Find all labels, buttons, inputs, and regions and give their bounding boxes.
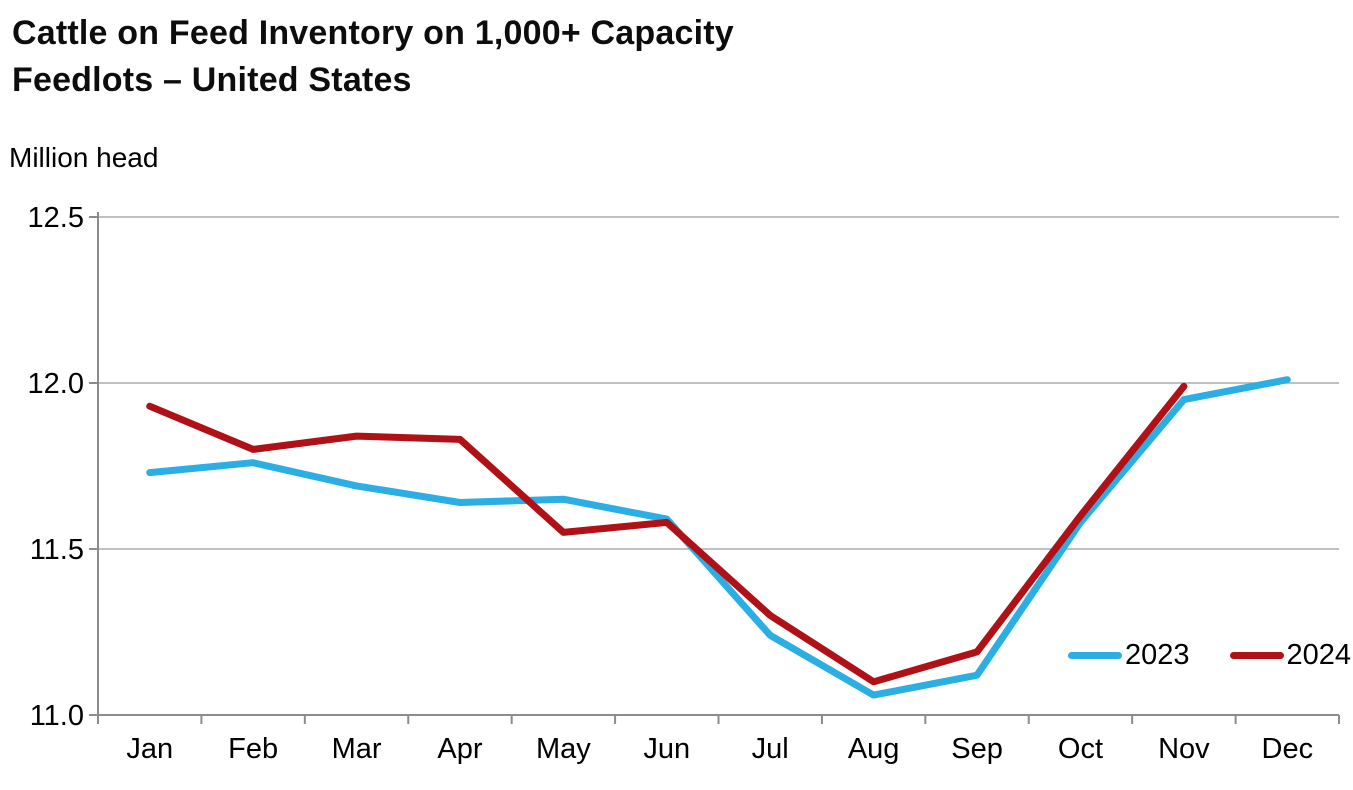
chart-title-line-1: Cattle on Feed Inventory on 1,000+ Capac… [12, 14, 734, 52]
x-tick-label: May [536, 733, 591, 765]
x-tick-label: Oct [1058, 733, 1103, 765]
x-tick-label: Jul [752, 733, 789, 765]
series-line-2024 [146, 382, 1188, 686]
x-tick-label: Sep [951, 733, 1003, 765]
chart-title-line-2: Feedlots – United States [12, 61, 412, 99]
x-tick-label: Feb [228, 733, 278, 765]
y-tick-label: 12.0 [28, 368, 84, 400]
x-tick-label: Aug [848, 733, 900, 765]
x-tick-label: Nov [1158, 733, 1210, 765]
legend-label-2024: 2024 [1286, 638, 1352, 671]
chart-legend: 2023 2024 [1068, 638, 1351, 672]
legend-swatch-2024 [1229, 651, 1284, 659]
y-tick-label: 11.5 [30, 534, 84, 566]
legend-swatch-2023 [1068, 651, 1122, 659]
x-tick-label: Jan [126, 733, 173, 765]
x-tick-label: Jun [643, 733, 690, 765]
series-line-2023 [146, 376, 1291, 699]
legend-label-2023: 2023 [1125, 638, 1190, 671]
y-axis-unit-label: Million head [9, 142, 159, 173]
chart-title: Cattle on Feed Inventory on 1,000+ Capac… [12, 10, 734, 104]
x-tick-label: Apr [437, 733, 482, 765]
x-tick-label: Mar [332, 733, 382, 765]
x-tick-label: Dec [1262, 733, 1314, 765]
y-tick-label: 12.5 [28, 202, 84, 234]
y-tick-label: 11.0 [30, 700, 84, 732]
